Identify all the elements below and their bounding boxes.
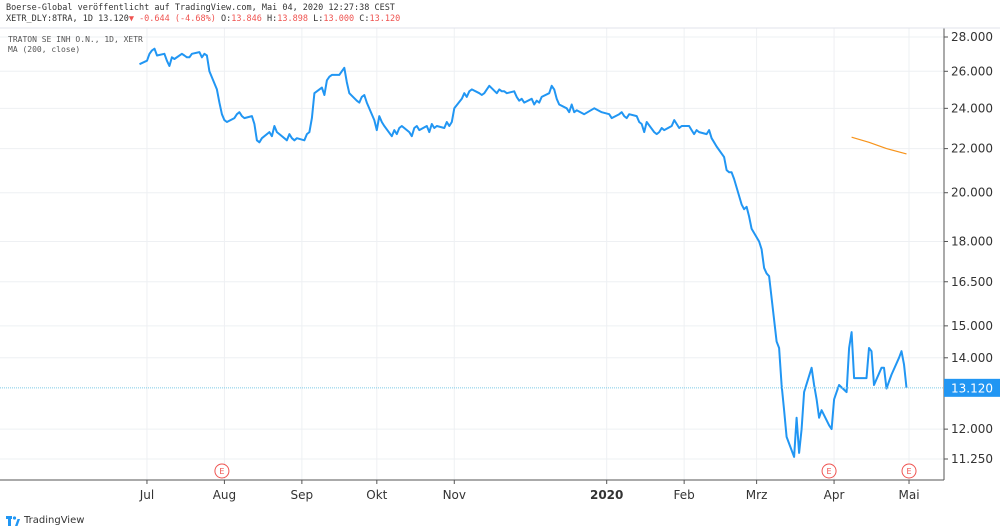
- time-tick-label: Mai: [898, 488, 919, 502]
- low-value: 13.000: [323, 14, 355, 24]
- price-series-line: [139, 47, 908, 458]
- time-tick-label: Apr: [824, 488, 845, 502]
- price-tick-label: 22.000: [951, 142, 993, 156]
- last-price-badge: [944, 378, 1000, 397]
- open-value: 13.846: [231, 14, 262, 24]
- time-tick-label: Jul: [139, 488, 154, 502]
- time-tick-label: Aug: [213, 488, 236, 502]
- last-price-label: 13.120: [951, 381, 993, 395]
- high-value: 13.898: [277, 14, 309, 24]
- price-tick-label: 26.000: [951, 64, 993, 78]
- footer: TradingView: [6, 515, 84, 526]
- time-tick-label: Feb: [674, 488, 695, 502]
- earnings-marker-icon: [214, 463, 230, 479]
- earnings-marker-icon: [821, 463, 837, 479]
- chart-header: Boerse-Global veröffentlicht auf Trading…: [6, 3, 940, 25]
- price-tick-label: 12.000: [951, 422, 993, 436]
- earnings-marker-icon: [901, 463, 917, 479]
- time-tick-label: Mrz: [746, 488, 768, 502]
- grid: [0, 28, 944, 480]
- time-tick-label: 2020: [590, 488, 623, 502]
- price-tick-label: 11.250: [951, 452, 993, 466]
- low-label: L:: [313, 14, 324, 24]
- price-tick-label: 15.000: [951, 319, 993, 333]
- symbol-text: XETR_DLY:8TRA, 1D 13.120: [6, 14, 129, 24]
- price-tick-label: 28.000: [951, 30, 993, 44]
- close-label: C:: [359, 14, 370, 24]
- change-text: ▼ -0.644 (-4.68%): [128, 14, 216, 24]
- series-layer: [139, 47, 908, 458]
- legend-instrument: TRATON SE INH O.N., 1D, XETR: [8, 35, 143, 44]
- close-value: 13.120: [369, 14, 401, 24]
- tradingview-logo-icon: [6, 515, 20, 526]
- time-tick-label: Okt: [366, 488, 387, 502]
- earnings-marker-label: E: [827, 467, 832, 476]
- high-label: H:: [267, 14, 278, 24]
- time-tick-label: Nov: [443, 488, 466, 502]
- time-axis[interactable]: Jul Aug Sep Okt Nov 2020 Feb Mrz Apr Mai: [139, 480, 920, 502]
- price-tick-label: 24.000: [951, 101, 993, 115]
- open-label: O:: [220, 14, 232, 24]
- axis-lines: [0, 27, 1000, 481]
- price-tick-label: 16.500: [951, 275, 993, 289]
- earnings-marker-label: E: [219, 467, 224, 476]
- ticker-line: XETR_DLY:8TRA, 1D 13.120▼ -0.644 (-4.68%…: [6, 14, 940, 25]
- price-tick-label: 14.000: [951, 351, 993, 365]
- ma-series-line: [851, 136, 907, 155]
- legend-indicator: MA (200, close): [8, 45, 80, 54]
- time-tick-label: Sep: [291, 488, 314, 502]
- price-axis[interactable]: 28.000 26.000 24.000 22.000 20.000 18.000 16.5…: [944, 30, 993, 466]
- footer-brand[interactable]: TradingView: [24, 515, 85, 526]
- price-tick-label: 18.000: [951, 234, 993, 248]
- last-price-marker: 13.120: [0, 378, 1000, 397]
- earnings-marker-label: E: [906, 467, 911, 476]
- price-tick-label: 20.000: [951, 186, 993, 200]
- publisher-line: Boerse-Global veröffentlicht auf Trading…: [6, 3, 395, 13]
